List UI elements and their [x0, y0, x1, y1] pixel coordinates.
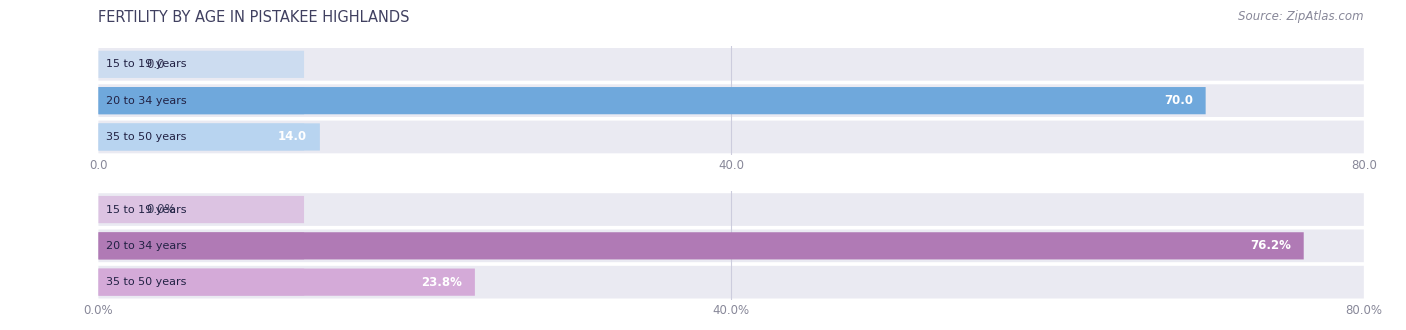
Text: 0.0: 0.0 [146, 58, 165, 71]
FancyBboxPatch shape [98, 269, 304, 296]
FancyBboxPatch shape [98, 232, 304, 259]
FancyBboxPatch shape [98, 230, 1364, 262]
FancyBboxPatch shape [98, 196, 304, 223]
FancyBboxPatch shape [98, 266, 1364, 298]
FancyBboxPatch shape [98, 232, 1303, 259]
Text: 76.2%: 76.2% [1250, 239, 1291, 252]
FancyBboxPatch shape [98, 84, 1364, 117]
FancyBboxPatch shape [98, 123, 304, 150]
Text: 0.0%: 0.0% [146, 203, 176, 216]
Text: Source: ZipAtlas.com: Source: ZipAtlas.com [1239, 10, 1364, 23]
Text: FERTILITY BY AGE IN PISTAKEE HIGHLANDS: FERTILITY BY AGE IN PISTAKEE HIGHLANDS [98, 10, 411, 25]
FancyBboxPatch shape [98, 87, 1206, 114]
FancyBboxPatch shape [98, 193, 1364, 226]
FancyBboxPatch shape [98, 121, 1364, 153]
Text: 20 to 34 years: 20 to 34 years [107, 241, 187, 251]
Text: 35 to 50 years: 35 to 50 years [107, 132, 187, 142]
Text: 15 to 19 years: 15 to 19 years [107, 205, 187, 214]
Text: 20 to 34 years: 20 to 34 years [107, 96, 187, 106]
FancyBboxPatch shape [98, 87, 304, 114]
Text: 14.0: 14.0 [278, 130, 308, 144]
Text: 70.0: 70.0 [1164, 94, 1192, 107]
FancyBboxPatch shape [98, 269, 475, 296]
Text: 35 to 50 years: 35 to 50 years [107, 277, 187, 287]
FancyBboxPatch shape [98, 123, 321, 150]
Text: 15 to 19 years: 15 to 19 years [107, 59, 187, 69]
Text: 23.8%: 23.8% [422, 276, 463, 289]
FancyBboxPatch shape [98, 51, 304, 78]
FancyBboxPatch shape [98, 48, 1364, 81]
